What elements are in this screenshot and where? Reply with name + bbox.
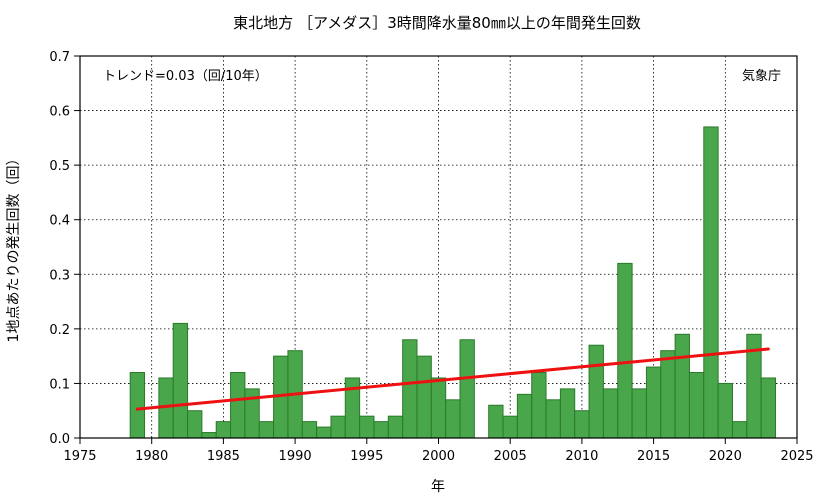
bar-2021 — [731, 421, 748, 439]
y-tick-label: 0.7 — [49, 50, 70, 65]
bar-1984 — [201, 432, 217, 439]
bar-1991 — [301, 421, 318, 439]
bar-2014 — [631, 388, 647, 439]
y-tick-label: 0.2 — [49, 323, 70, 338]
trend-line-group — [135, 347, 770, 411]
trend-line — [135, 347, 770, 411]
bar-1997 — [387, 415, 404, 439]
bar-1999 — [416, 355, 432, 439]
bar-2000 — [430, 377, 447, 439]
y-tick-label: 0.4 — [49, 214, 70, 229]
bar-2007 — [531, 372, 547, 439]
bar-2020 — [717, 382, 733, 439]
bar-2006 — [516, 393, 533, 439]
bar-2008 — [545, 399, 561, 439]
x-axis-label: 年 — [431, 479, 445, 495]
bar-1988 — [258, 421, 275, 439]
bar-2004 — [488, 404, 504, 439]
y-tick-label: 0.3 — [49, 268, 70, 283]
bar-2010 — [574, 410, 590, 439]
bar-2009 — [559, 388, 576, 439]
x-tick-label: 1985 — [207, 449, 240, 464]
x-tick-label: 2000 — [422, 449, 455, 464]
bar-1982 — [172, 322, 189, 439]
bar-1985 — [215, 421, 232, 439]
bar-1993 — [330, 415, 346, 439]
bar-2015 — [645, 366, 662, 439]
bar-1979 — [129, 372, 146, 439]
x-axis: 1975 1980 1985 1990 1995 2000 2005 2010 2015 2020… — [63, 438, 814, 464]
x-tick-label: 1975 — [63, 449, 96, 464]
y-axis: 0.0 0.1 0.2 0.3 0.4 0.5 0.6 0.7 — [49, 50, 80, 447]
bar-2018 — [688, 372, 705, 439]
bar-1996 — [373, 421, 389, 439]
y-tick-label: 0.6 — [49, 105, 70, 120]
x-tick-label: 2005 — [494, 449, 527, 464]
x-tick-label: 2025 — [780, 449, 813, 464]
bar-2013 — [617, 262, 633, 439]
x-tick-label: 1980 — [135, 449, 168, 464]
bar-2017 — [674, 333, 690, 439]
bar-2016 — [660, 350, 676, 439]
bar-2011 — [588, 344, 604, 439]
bar-series — [129, 126, 776, 439]
trend-label: トレンド=0.03（回/10年） — [103, 69, 268, 84]
bar-1995 — [359, 415, 375, 439]
bar-2001 — [445, 399, 461, 439]
bar-2023 — [760, 377, 776, 439]
chart-title: 東北地方 ［アメダス］3時間降水量80㎜以上の年間発生回数 — [233, 14, 641, 32]
bar-2005 — [502, 415, 518, 439]
bar-1998 — [402, 339, 418, 439]
y-tick-label: 0.1 — [49, 377, 70, 392]
bar-1992 — [316, 426, 332, 439]
bar-2002 — [459, 339, 475, 439]
bar-1983 — [187, 410, 203, 439]
bar-1986 — [230, 372, 246, 439]
bar-2019 — [703, 126, 719, 439]
y-axis-label: 1地点あたりの発生回数（回） — [6, 152, 22, 343]
x-tick-label: 2010 — [565, 449, 598, 464]
source-label: 気象庁 — [742, 68, 781, 84]
x-tick-label: 1995 — [350, 449, 383, 464]
bar-2012 — [602, 388, 619, 439]
y-tick-label: 0.0 — [49, 432, 70, 447]
y-tick-label: 0.5 — [49, 159, 70, 174]
x-tick-label: 2020 — [709, 449, 742, 464]
x-tick-label: 1990 — [279, 449, 312, 464]
x-tick-label: 2015 — [637, 449, 670, 464]
